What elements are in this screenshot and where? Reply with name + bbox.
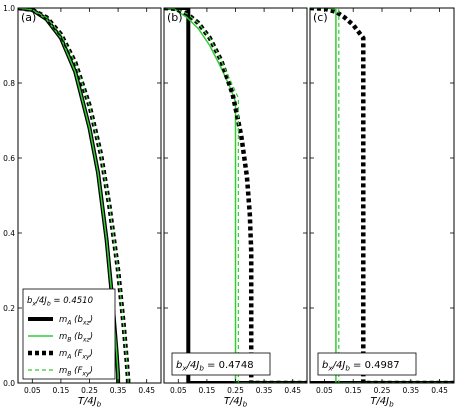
x-tick-label: 0.05 xyxy=(170,386,187,395)
panel-1: 0.05 0.15 0.25 0.35 0.45 T/4Jb​ (b) bx​/4Jb​ = … xyxy=(163,7,308,409)
x-tick-label: 0.45 xyxy=(431,386,448,395)
legend-title: bx​/4Jb​ = 0.4510 xyxy=(27,296,93,308)
panel-label: (a) xyxy=(21,11,36,24)
legend-entry-3: mB​ (Fxy​) xyxy=(59,366,93,378)
x-tick-label: 0.25 xyxy=(374,386,391,395)
value-box-number: 0.4987 xyxy=(365,360,400,371)
y-tick-label: 1.0 xyxy=(3,4,15,13)
series-line-2 xyxy=(310,8,454,383)
legend-entry-0: mA​ (bxz​) xyxy=(59,315,93,327)
y-tick-label: 0.0 xyxy=(3,379,15,388)
axes-frame xyxy=(309,7,455,384)
x-tick-label: 0.35 xyxy=(402,386,419,395)
y-tick-label: 0.8 xyxy=(3,79,15,88)
x-tick-label: 0.45 xyxy=(138,386,155,395)
x-axis-label: T/4Jb​ xyxy=(370,396,394,409)
series-line-3 xyxy=(18,8,129,383)
x-tick-label: 0.15 xyxy=(199,386,216,395)
legend-box xyxy=(22,288,116,380)
series-group xyxy=(164,8,307,383)
series-line-1 xyxy=(310,8,454,383)
y-tick-label: 0.4 xyxy=(3,229,15,238)
x-tick-label: 0.15 xyxy=(345,386,362,395)
value-box-label: bx​/4Jb​ = 0.4748 xyxy=(176,360,254,373)
x-axis-label: T/4Jb​ xyxy=(78,396,102,409)
x-tick-label: 0.15 xyxy=(53,386,70,395)
x-tick-label: 0.45 xyxy=(284,386,301,395)
panel-2: 0.05 0.15 0.25 0.35 0.45 T/4Jb​ (c) bx​/4Jb​ = … xyxy=(309,7,455,409)
x-tick-label: 0.35 xyxy=(110,386,127,395)
x-tick-label: 0.35 xyxy=(256,386,273,395)
x-axis-label: T/4Jb​ xyxy=(224,396,248,409)
series-line-3 xyxy=(310,8,454,383)
value-box xyxy=(171,352,271,376)
x-tick-label: 0.25 xyxy=(227,386,244,395)
series-line-0 xyxy=(164,8,307,383)
value-box-number: 0.4748 xyxy=(219,360,254,371)
legend-entry-2: mA​ (Fxy​) xyxy=(59,349,93,361)
series-group xyxy=(18,8,131,383)
series-line-1 xyxy=(164,8,307,383)
x-tick-label: 0.25 xyxy=(81,386,98,395)
panel-0: 0.05 0.15 0.25 0.35 0.45 0.0 0.2 0.4 0.6 0.8 1.0 T/… xyxy=(3,4,162,409)
series-line-3 xyxy=(164,8,307,383)
legend-entry-1: mB​ (bxz​) xyxy=(59,332,93,344)
value-box xyxy=(317,352,417,376)
y-tick-label: 0.6 xyxy=(3,154,15,163)
y-tick-label: 0.2 xyxy=(3,304,15,313)
value-box-label: bx​/4Jb​ = 0.4987 xyxy=(322,360,400,373)
panel-label: (c) xyxy=(313,11,328,24)
series-group xyxy=(310,8,454,383)
x-tick-label: 0.05 xyxy=(316,386,333,395)
panel-label: (b) xyxy=(167,11,183,24)
x-tick-label: 0.05 xyxy=(24,386,41,395)
